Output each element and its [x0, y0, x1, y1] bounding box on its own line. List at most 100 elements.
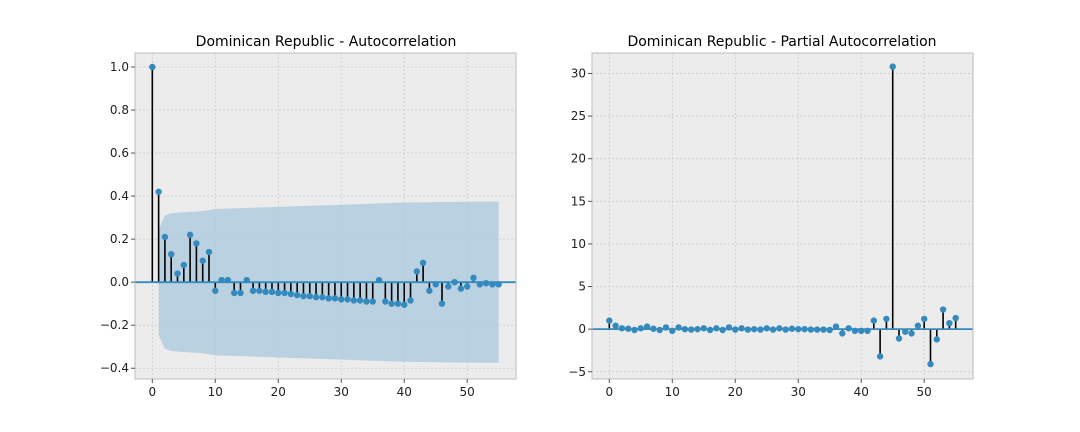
data-point [249, 287, 257, 294]
data-point [394, 300, 402, 307]
data-point [933, 336, 940, 343]
data-point [681, 325, 689, 333]
x-tick-label: 50 [917, 385, 932, 399]
data-point [419, 259, 427, 267]
data-point [168, 250, 175, 258]
data-point [407, 297, 414, 304]
data-point [858, 327, 865, 335]
data-point [895, 335, 903, 342]
x-tick-label: 30 [334, 385, 349, 399]
autocorrelation-panel: Dominican Republic - Autocorrelation 0 10… [100, 34, 517, 399]
data-point [851, 327, 859, 335]
data-point [725, 324, 733, 331]
data-point [637, 325, 645, 332]
data-point [839, 330, 846, 337]
data-point [612, 322, 619, 329]
plot-frame [134, 52, 517, 380]
x-tick-label: 50 [460, 385, 475, 399]
data-point [300, 292, 307, 300]
data-point [463, 283, 471, 290]
data-point [656, 326, 663, 334]
data-point [757, 326, 764, 333]
data-point [413, 268, 421, 275]
data-point [155, 188, 162, 195]
y-tick-label: 0.2 [110, 232, 129, 246]
data-point [432, 281, 439, 288]
x-tick-label: 10 [665, 385, 680, 399]
data-point [281, 289, 288, 297]
data-point [243, 276, 250, 284]
data-point [870, 317, 878, 324]
plot-frame [591, 52, 974, 380]
data-point [495, 281, 502, 288]
data-point [319, 294, 326, 301]
y-tick-label: −0.4 [100, 361, 129, 375]
data-point [161, 233, 169, 241]
data-point [782, 326, 789, 333]
data-point [426, 287, 433, 294]
data-point [482, 280, 490, 287]
y-tick-label: 0.8 [110, 103, 129, 117]
data-point [369, 298, 376, 305]
y-tick-label: −5 [568, 365, 586, 379]
data-point [669, 327, 676, 335]
y-tick-label: 0.6 [110, 146, 129, 160]
x-tick-label: 0 [148, 385, 156, 399]
y-tick-label: 30 [571, 66, 586, 80]
data-point [388, 300, 395, 307]
x-tick-label: 20 [728, 385, 743, 399]
y-tick-label: 10 [571, 237, 586, 251]
y-tick-label: 25 [571, 109, 586, 123]
data-point [205, 248, 213, 256]
data-point [700, 325, 707, 332]
data-point [864, 327, 871, 335]
data-point [356, 297, 364, 304]
x-tick-label: 40 [854, 385, 869, 399]
data-point [174, 270, 181, 277]
data-point [889, 63, 896, 70]
data-point [325, 295, 332, 302]
data-point [350, 297, 358, 304]
data-point [606, 317, 613, 324]
data-point [732, 326, 739, 333]
data-point [946, 319, 953, 327]
data-point [845, 325, 852, 332]
data-point [801, 325, 808, 333]
data-point [445, 283, 452, 290]
data-point [451, 278, 458, 286]
data-point [826, 326, 833, 334]
data-point [662, 324, 670, 331]
data-point [738, 325, 745, 332]
data-point [776, 325, 783, 332]
x-tick-label: 30 [791, 385, 806, 399]
y-tick-label: 1.0 [110, 60, 129, 74]
x-tick-label: 20 [271, 385, 286, 399]
y-tick-label: 5 [578, 280, 586, 294]
data-point [876, 353, 884, 360]
data-point [820, 326, 827, 333]
y-tick-label: 20 [571, 152, 586, 166]
data-point [382, 298, 389, 305]
data-point [750, 325, 758, 333]
data-point [287, 290, 295, 298]
data-point [193, 240, 200, 247]
data-point [212, 287, 219, 294]
data-point [902, 328, 909, 335]
data-point [230, 289, 238, 297]
data-point [457, 285, 465, 292]
data-point [694, 325, 701, 333]
data-point [338, 296, 345, 303]
data-point [908, 330, 915, 337]
data-point [643, 323, 651, 330]
data-point [268, 288, 276, 296]
data-point [218, 276, 225, 284]
x-tick-label: 40 [397, 385, 412, 399]
data-point [256, 287, 263, 294]
y-tick-label: 15 [571, 194, 586, 208]
data-point [375, 276, 383, 284]
data-point [149, 63, 156, 71]
data-point [331, 295, 339, 302]
data-point [186, 231, 194, 239]
y-tick-label: −0.2 [100, 318, 129, 332]
